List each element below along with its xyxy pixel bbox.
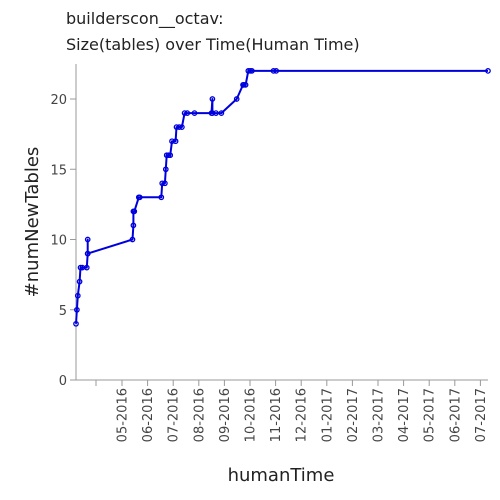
x-tick-label: 07-2016 <box>167 388 182 442</box>
x-tick-label: 06-2016 <box>141 388 156 442</box>
x-tick-label: 04-2017 <box>397 388 412 442</box>
x-tick-label: 05-2017 <box>423 388 438 442</box>
x-tick-label: 10-2016 <box>244 388 259 442</box>
chart-subtitle: Size(tables) over Time(Human Time) <box>66 35 360 54</box>
x-axis-ticks: 05-2016 06-2016 07-2016 08-2016 09-2016 10-20… <box>96 380 489 442</box>
x-tick-label: 01-2017 <box>320 388 335 442</box>
x-tick-label: 09-2016 <box>218 388 233 442</box>
x-tick-label: 07-2017 <box>474 388 489 442</box>
y-axis-label: #numNewTables <box>22 147 43 298</box>
x-tick-label: 08-2016 <box>192 388 207 442</box>
x-axis-label: humanTime <box>228 465 335 486</box>
series-points <box>74 69 490 326</box>
y-tick-label: 20 <box>50 93 67 108</box>
x-tick-label: 05-2016 <box>116 388 131 442</box>
x-tick-label: 11-2016 <box>269 388 284 442</box>
x-tick-label: 12-2016 <box>295 388 310 442</box>
chart-title: builderscon__octav: <box>66 9 223 29</box>
x-tick-label: 06-2017 <box>448 388 463 442</box>
y-tick-label: 10 <box>50 234 67 249</box>
x-tick-label: 02-2017 <box>346 388 361 442</box>
x-tick-label: 03-2017 <box>372 388 387 442</box>
y-tick-label: 5 <box>59 304 67 319</box>
y-axis-ticks: 0 5 10 15 20 <box>50 93 76 389</box>
y-tick-label: 15 <box>50 163 67 178</box>
y-tick-label: 0 <box>59 374 67 389</box>
